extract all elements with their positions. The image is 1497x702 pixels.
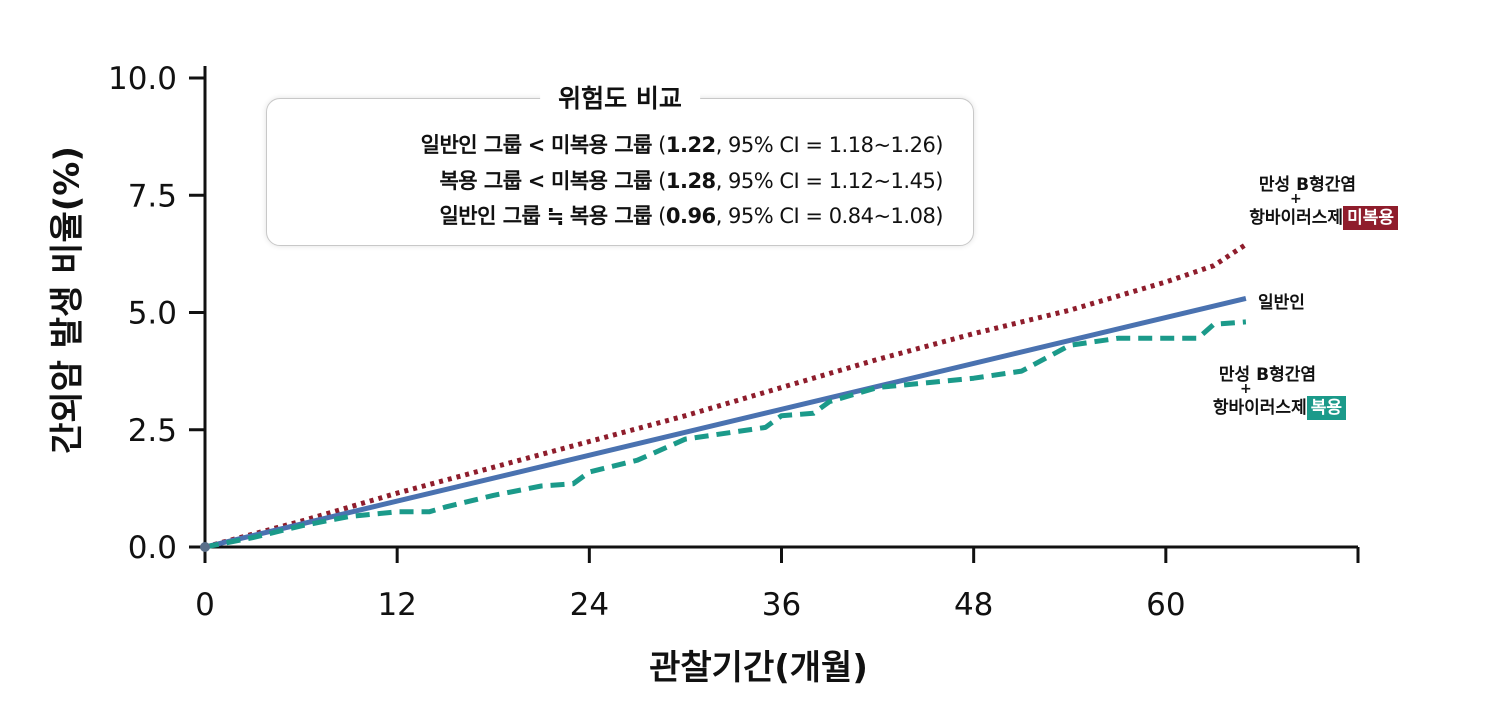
y-tick-label: 2.5 — [128, 413, 177, 449]
row-paren-open: ( — [658, 133, 666, 157]
series-label-line1: 일반인 — [1258, 293, 1305, 313]
row-left-group: 복용 그룹 — [439, 169, 522, 193]
series-line-untreated — [204, 242, 1248, 550]
x-tick-label: 36 — [762, 587, 801, 623]
risk-comparison-row: 일반인 그룹 ≒ 복용 그룹 (0.96, 95% CI = 0.84~1.08… — [439, 200, 943, 230]
y-tick-label: 10.0 — [108, 61, 177, 97]
row-paren-open: ( — [658, 204, 666, 228]
row-ci: , 95% CI = 1.12~1.45) — [715, 169, 944, 193]
row-left-group: 일반인 그룹 — [420, 133, 522, 157]
y-axis-title: 간외암 발생 비율(%) — [47, 146, 88, 454]
row-right-group: 미복용 그룹 — [551, 169, 652, 193]
series-label-line1: 만성 B형간염 — [1218, 365, 1316, 385]
series-badge-treated: 복용 — [1306, 396, 1346, 420]
x-tick-label: 0 — [195, 587, 215, 623]
series-label-untreated: 만성 B형간염 + 항바이러스제 미복용 — [1200, 170, 1398, 230]
x-tick-label: 12 — [377, 587, 416, 623]
x-axis-title: 관찰기간(개월) — [649, 648, 868, 688]
x-tick-label: 48 — [954, 587, 993, 623]
series-label-plus: + — [1290, 191, 1302, 207]
risk-comparison-row: 일반인 그룹 < 미복용 그룹 (1.22, 95% CI = 1.18~1.2… — [420, 129, 944, 159]
row-left-group: 일반인 그룹 — [439, 204, 541, 228]
row-ratio-value: 1.22 — [665, 133, 716, 157]
row-right-group: 복용 그룹 — [569, 204, 653, 228]
row-ci: , 95% CI = 0.84~1.08) — [715, 204, 944, 228]
risk-comparison-title: 위험도 비교 — [540, 79, 700, 115]
series-label-line2: 항바이러스제 — [1249, 208, 1344, 228]
series-label-general: 일반인 — [1258, 288, 1305, 313]
origin-point — [200, 542, 210, 552]
row-operator: < — [527, 169, 546, 193]
series-label-line2: 항바이러스제 — [1212, 398, 1307, 418]
series-badge-untreated: 미복용 — [1343, 206, 1398, 230]
series-label-plus: + — [1240, 381, 1252, 397]
row-ci: , 95% CI = 1.18~1.26) — [715, 133, 944, 157]
series-line-general — [204, 295, 1247, 550]
row-operator: < — [527, 133, 546, 157]
row-operator: ≒ — [546, 204, 565, 228]
row-paren-open: ( — [658, 169, 666, 193]
risk-comparison-box: 위험도 비교 일반인 그룹 < 미복용 그룹 (1.22, 95% CI = 1… — [266, 79, 974, 246]
series-label-treated: 만성 B형간염 + 항바이러스제 복용 — [1160, 360, 1346, 420]
y-tick-label: 5.0 — [128, 296, 177, 332]
series-line-treated — [204, 319, 1247, 550]
x-tick-label: 24 — [570, 587, 609, 623]
x-tick-label: 60 — [1146, 587, 1185, 623]
y-tick-label: 0.0 — [128, 530, 177, 566]
risk-comparison-row: 복용 그룹 < 미복용 그룹 (1.28, 95% CI = 1.12~1.45… — [439, 165, 943, 195]
row-ratio-value: 0.96 — [665, 204, 716, 228]
series-label-line1: 만성 B형간염 — [1258, 175, 1356, 195]
row-ratio-value: 1.28 — [665, 169, 716, 193]
row-right-group: 미복용 그룹 — [551, 133, 652, 157]
y-tick-label: 7.5 — [128, 178, 177, 214]
